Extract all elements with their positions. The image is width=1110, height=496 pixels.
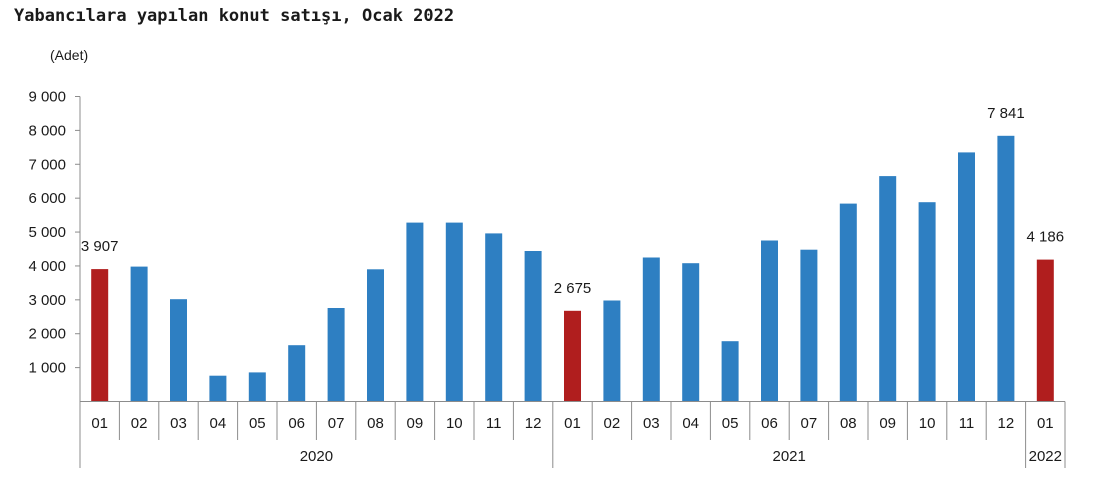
x-tick-label: 06 (288, 415, 305, 432)
y-tick-label: 1 000 (28, 360, 66, 377)
x-tick-label: 05 (249, 415, 266, 432)
y-tick-label: 9 000 (28, 89, 66, 106)
x-tick-label: 06 (761, 415, 778, 432)
bar-highlight (91, 269, 109, 402)
x-tick-label: 09 (407, 415, 424, 432)
y-tick-label: 5 000 (28, 224, 66, 241)
data-label: 3 907 (81, 238, 119, 255)
x-tick-label: 01 (564, 415, 581, 432)
y-tick-label: 2 000 (28, 326, 66, 343)
bar (367, 269, 384, 402)
y-tick-label: 4 000 (28, 258, 66, 275)
y-tick-label: 3 000 (28, 292, 66, 309)
x-tick-label: 02 (131, 415, 148, 432)
data-label: 2 675 (554, 280, 592, 297)
data-labels: 3 907 2 675 7 841 4 186 (81, 105, 1064, 297)
x-tick-label: 08 (367, 415, 384, 432)
bar (406, 222, 424, 402)
bar (879, 176, 897, 402)
x-tick-label: 01 (91, 415, 108, 432)
x-tick-label: 11 (486, 415, 502, 432)
bar (209, 375, 227, 402)
bar (800, 249, 818, 402)
x-tick-label: 12 (998, 415, 1015, 432)
y-tick-label: 8 000 (28, 122, 66, 139)
bar (485, 233, 503, 402)
year-label: 2020 (300, 448, 333, 465)
x-tick-label: 07 (801, 415, 818, 432)
bar (997, 135, 1015, 402)
bar (288, 345, 306, 402)
x-tick-label: 04 (682, 415, 699, 432)
bar (839, 203, 857, 402)
bar (918, 202, 936, 402)
x-tick-label: 04 (210, 415, 227, 432)
bar (958, 152, 975, 402)
bar (445, 222, 463, 402)
x-tick-label: 01 (1037, 415, 1054, 432)
year-label: 2022 (1029, 448, 1062, 465)
x-tick-label: 10 (446, 415, 463, 432)
bar (642, 257, 660, 402)
bar (170, 299, 187, 402)
bar (248, 372, 266, 402)
bar (721, 341, 739, 402)
bar-highlight (564, 310, 581, 402)
x-tick-label: 07 (328, 415, 345, 432)
bar (524, 251, 542, 402)
chart-title: Yabancılara yapılan konut satışı, Ocak 2… (14, 6, 455, 26)
x-tick-label: 03 (643, 415, 660, 432)
x-tick-label: 11 (959, 415, 975, 432)
x-axis: 01 02 03 04 05 06 07 08 09 10 11 12 01 02 03 04 05 06 07 08… (79, 401, 1066, 468)
bar (327, 308, 345, 402)
y-tick-label: 7 000 (28, 156, 66, 173)
y-axis: 9 000 8 000 7 000 6 000 5 000 4 000 3 000 2 000… (28, 89, 81, 402)
x-tick-label: 05 (722, 415, 739, 432)
x-tick-label: 09 (879, 415, 896, 432)
x-tick-label: 02 (604, 415, 621, 432)
x-tick-label: 12 (525, 415, 542, 432)
x-tick-label: 10 (919, 415, 936, 432)
year-label: 2021 (773, 448, 806, 465)
bar (761, 240, 778, 402)
bar (130, 266, 148, 402)
x-tick-label: 08 (840, 415, 857, 432)
x-tick-label: 03 (170, 415, 187, 432)
data-label: 7 841 (987, 105, 1025, 122)
bar (682, 263, 700, 402)
bars (91, 135, 1054, 402)
bar-highlight (1036, 259, 1054, 402)
bar (603, 300, 621, 402)
y-unit-label: (Adet) (50, 47, 88, 63)
y-tick-label: 6 000 (28, 190, 66, 207)
data-label: 4 186 (1027, 229, 1065, 246)
